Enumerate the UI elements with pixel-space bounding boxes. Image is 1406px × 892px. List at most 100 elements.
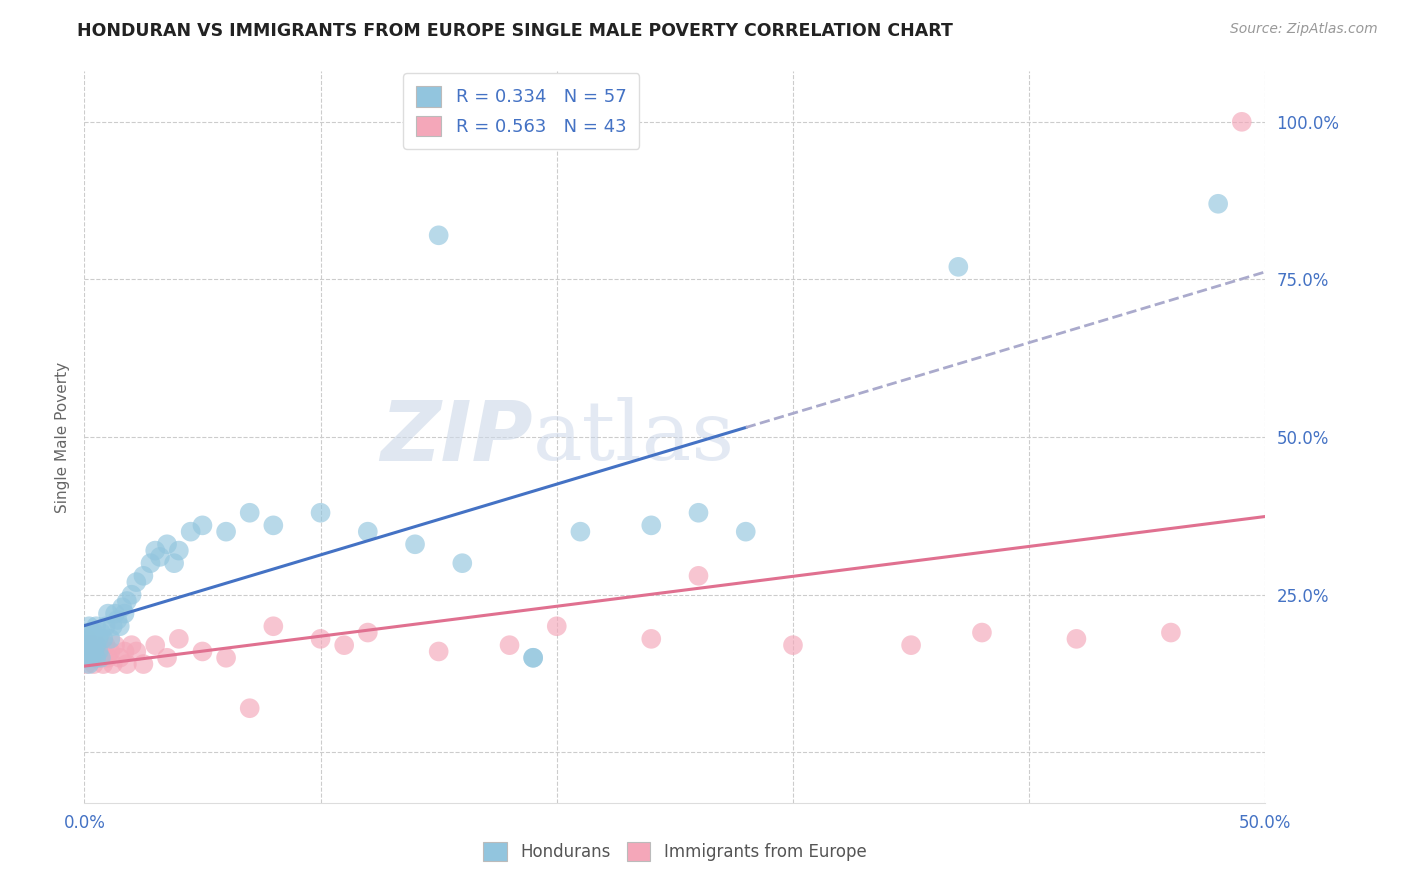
- Point: [215, 524, 238, 539]
- Point: [143, 638, 166, 652]
- Point: [239, 701, 262, 715]
- Point: [239, 506, 262, 520]
- Point: [948, 260, 970, 274]
- Text: ZIP: ZIP: [381, 397, 533, 477]
- Point: [191, 518, 214, 533]
- Point: [77, 625, 100, 640]
- Point: [90, 625, 112, 640]
- Point: [522, 650, 544, 665]
- Point: [139, 556, 162, 570]
- Point: [546, 619, 568, 633]
- Text: Source: ZipAtlas.com: Source: ZipAtlas.com: [1230, 22, 1378, 37]
- Point: [104, 638, 127, 652]
- Point: [76, 638, 98, 652]
- Point: [76, 632, 98, 646]
- Point: [94, 619, 117, 633]
- Point: [1066, 632, 1088, 646]
- Point: [90, 650, 112, 665]
- Point: [80, 632, 103, 646]
- Point: [77, 619, 100, 633]
- Point: [115, 594, 138, 608]
- Point: [77, 650, 100, 665]
- Point: [97, 607, 120, 621]
- Point: [83, 644, 105, 658]
- Point: [76, 657, 98, 671]
- Point: [970, 625, 993, 640]
- Point: [125, 644, 148, 658]
- Point: [76, 644, 98, 658]
- Point: [77, 644, 100, 658]
- Point: [87, 632, 110, 646]
- Point: [262, 518, 284, 533]
- Point: [357, 524, 380, 539]
- Point: [84, 619, 107, 633]
- Point: [734, 524, 756, 539]
- Point: [107, 613, 129, 627]
- Point: [451, 556, 474, 570]
- Point: [76, 632, 98, 646]
- Point: [76, 650, 98, 665]
- Point: [163, 556, 186, 570]
- Point: [782, 638, 804, 652]
- Point: [114, 607, 136, 621]
- Point: [569, 524, 592, 539]
- Point: [108, 619, 131, 633]
- Point: [91, 657, 114, 671]
- Point: [427, 228, 450, 243]
- Point: [262, 619, 284, 633]
- Point: [115, 657, 138, 671]
- Point: [80, 644, 103, 658]
- Point: [101, 619, 124, 633]
- Point: [87, 644, 110, 658]
- Point: [84, 638, 107, 652]
- Point: [125, 575, 148, 590]
- Point: [94, 638, 117, 652]
- Y-axis label: Single Male Poverty: Single Male Poverty: [55, 361, 70, 513]
- Point: [87, 650, 110, 665]
- Point: [101, 657, 124, 671]
- Point: [1206, 196, 1229, 211]
- Point: [333, 638, 356, 652]
- Point: [1230, 115, 1253, 129]
- Point: [156, 650, 179, 665]
- Point: [309, 506, 332, 520]
- Point: [121, 588, 143, 602]
- Point: [90, 644, 112, 658]
- Text: HONDURAN VS IMMIGRANTS FROM EUROPE SINGLE MALE POVERTY CORRELATION CHART: HONDURAN VS IMMIGRANTS FROM EUROPE SINGL…: [77, 22, 953, 40]
- Point: [84, 638, 107, 652]
- Point: [80, 650, 103, 665]
- Point: [149, 549, 172, 564]
- Point: [97, 650, 120, 665]
- Point: [191, 644, 214, 658]
- Point: [357, 625, 380, 640]
- Point: [215, 650, 238, 665]
- Point: [156, 537, 179, 551]
- Point: [83, 657, 105, 671]
- Point: [640, 632, 662, 646]
- Text: atlas: atlas: [533, 397, 735, 477]
- Point: [688, 506, 710, 520]
- Point: [900, 638, 922, 652]
- Point: [167, 632, 190, 646]
- Point: [84, 650, 107, 665]
- Point: [309, 632, 332, 646]
- Point: [80, 638, 103, 652]
- Point: [108, 650, 131, 665]
- Point: [83, 625, 105, 640]
- Point: [427, 644, 450, 658]
- Point: [114, 644, 136, 658]
- Point: [104, 607, 127, 621]
- Point: [121, 638, 143, 652]
- Point: [77, 657, 100, 671]
- Point: [640, 518, 662, 533]
- Point: [180, 524, 202, 539]
- Point: [132, 657, 155, 671]
- Point: [91, 632, 114, 646]
- Point: [77, 638, 100, 652]
- Legend: Hondurans, Immigrants from Europe: Hondurans, Immigrants from Europe: [477, 835, 873, 868]
- Point: [498, 638, 520, 652]
- Point: [98, 632, 121, 646]
- Point: [143, 543, 166, 558]
- Point: [167, 543, 190, 558]
- Point: [688, 569, 710, 583]
